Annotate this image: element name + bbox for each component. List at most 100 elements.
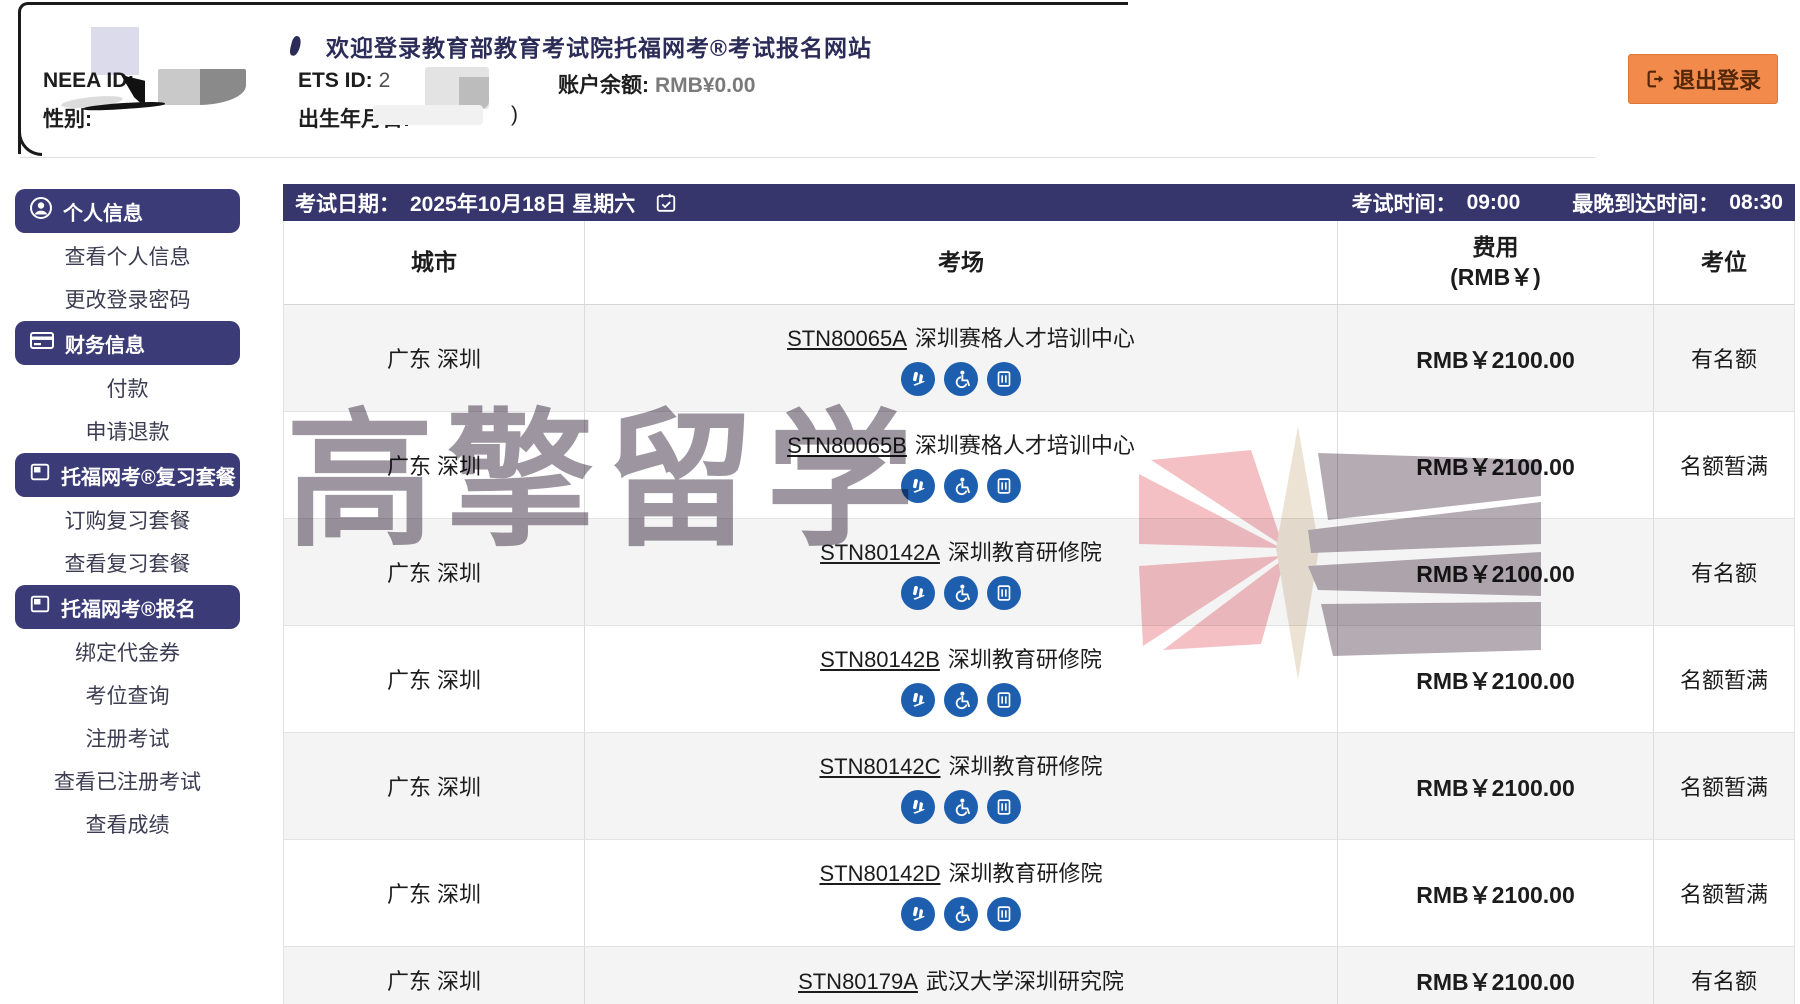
assistive-listening-icon xyxy=(901,468,935,503)
wheelchair-icon xyxy=(944,682,978,717)
redaction-blob xyxy=(373,105,483,125)
sidebar-section-toefl-review-package[interactable]: 托福网考®复习套餐 xyxy=(15,453,240,497)
sidebar: 个人信息 查看个人信息 更改登录密码 财务信息 付款 申请退款 托福网考®复习套… xyxy=(15,188,240,845)
test-center-table: 城市 考场 费用 (RMB￥) 考位 广东 深圳 STN80065A 深圳赛格人才培… xyxy=(283,221,1795,1004)
sidebar-item-bind-voucher[interactable]: 绑定代金券 xyxy=(75,641,180,665)
person-icon xyxy=(29,196,53,226)
fee-cell: RMB￥2100.00 xyxy=(1338,733,1654,839)
package-icon xyxy=(29,593,51,621)
wheelchair-icon xyxy=(944,468,978,503)
test-center-name: 深圳教育研修院 xyxy=(948,753,1103,779)
fee-cell: RMB￥2100.00 xyxy=(1338,305,1654,411)
test-center-name: 深圳教育研修院 xyxy=(947,646,1102,672)
table-header-row: 城市 考场 费用 (RMB￥) 考位 xyxy=(284,221,1794,305)
redaction-blob xyxy=(158,69,246,105)
sidebar-item-view-registered-exams[interactable]: 查看已注册考试 xyxy=(54,770,201,794)
redaction-blob xyxy=(425,67,489,109)
column-header-fee: 费用 (RMB￥) xyxy=(1338,221,1654,304)
sidebar-item-order-review-package[interactable]: 订购复习套餐 xyxy=(64,509,191,533)
logo-fragment xyxy=(288,35,303,57)
test-center-name: 深圳教育研修院 xyxy=(947,539,1102,565)
elevator-icon xyxy=(987,361,1021,396)
logout-label: 退出登录 xyxy=(1672,68,1761,93)
sidebar-section-financial-info[interactable]: 财务信息 xyxy=(15,321,240,365)
credit-card-icon xyxy=(29,328,55,358)
arrival-time-value: 08:30 xyxy=(1729,190,1783,214)
table-row: 广东 深圳 STN80142B 深圳教育研修院 RMB￥2100.00 名额暂满 xyxy=(284,626,1794,733)
city-cell: 广东 深圳 xyxy=(284,519,585,625)
test-center-name: 深圳赛格人才培训中心 xyxy=(914,325,1135,351)
sidebar-item-seat-query[interactable]: 考位查询 xyxy=(85,684,170,708)
elevator-icon xyxy=(987,896,1021,931)
city-cell: 广东 深圳 xyxy=(284,626,585,732)
main-content: 考试日期： 2025年10月18日 星期六 考试时间： 09:00 最晚到达时间… xyxy=(283,184,1795,1004)
sidebar-item-view-scores[interactable]: 查看成绩 xyxy=(85,813,170,837)
wheelchair-icon xyxy=(944,789,978,824)
city-cell: 广东 深圳 xyxy=(284,412,585,518)
calendar-icon[interactable] xyxy=(655,192,677,214)
test-center-cell: STN80142C 深圳教育研修院 xyxy=(585,733,1338,839)
logout-icon xyxy=(1645,68,1667,90)
sidebar-section-toefl-registration[interactable]: 托福网考®报名 xyxy=(15,585,240,629)
test-center-cell: STN80179A 武汉大学深圳研究院 xyxy=(585,947,1338,1004)
column-header-center: 考场 xyxy=(585,221,1338,304)
seat-status-cell: 名额暂满 xyxy=(1679,882,1768,907)
fee-cell: RMB￥2100.00 xyxy=(1338,840,1654,946)
seat-status-cell: 名额暂满 xyxy=(1679,454,1768,479)
test-center-link[interactable]: STN80142C xyxy=(819,753,941,779)
header-card: 欢迎登录教育部教育考试院托福网考®考试报名网站 NEEA ID: ETS ID:… xyxy=(18,2,1128,154)
sidebar-item-register-exam[interactable]: 注册考试 xyxy=(85,727,170,751)
assistive-listening-icon xyxy=(901,361,935,396)
balance-field: 账户余额: RMB¥0.00 xyxy=(558,74,756,97)
exam-time-label: 考试时间： xyxy=(1351,192,1457,216)
test-center-link[interactable]: STN80065A xyxy=(787,325,907,351)
sidebar-item-refund-request[interactable]: 申请退款 xyxy=(85,420,170,444)
test-center-link[interactable]: STN80142A xyxy=(820,539,940,565)
exam-date-value: 2025年10月18日 星期六 xyxy=(410,192,636,216)
header-divider xyxy=(20,157,1595,158)
balance-value: RMB¥0.00 xyxy=(655,74,756,97)
city-cell: 广东 深圳 xyxy=(284,840,585,946)
test-center-name: 深圳赛格人才培训中心 xyxy=(914,432,1135,458)
logout-button[interactable]: 退出登录 xyxy=(1628,54,1778,104)
elevator-icon xyxy=(987,468,1021,503)
assistive-listening-icon xyxy=(901,789,935,824)
table-row: 广东 深圳 STN80142C 深圳教育研修院 RMB￥2100.00 名额暂满 xyxy=(284,733,1794,840)
exam-date-bar: 考试日期： 2025年10月18日 星期六 考试时间： 09:00 最晚到达时间… xyxy=(283,184,1795,221)
column-header-city: 城市 xyxy=(284,221,585,304)
fee-cell: RMB￥2100.00 xyxy=(1338,519,1654,625)
wheelchair-icon xyxy=(944,896,978,931)
gender-label: 性别: xyxy=(43,108,92,131)
seat-status-cell: 有名额 xyxy=(1690,347,1757,372)
birth-date-suffix: ) xyxy=(511,103,518,126)
seat-status-cell: 名额暂满 xyxy=(1679,668,1768,693)
test-center-link[interactable]: STN80065B xyxy=(787,432,907,458)
sidebar-item-view-review-package[interactable]: 查看复习套餐 xyxy=(64,552,191,576)
exam-date-label: 考试日期： xyxy=(295,192,400,216)
wheelchair-icon xyxy=(944,575,978,610)
exam-time-value: 09:00 xyxy=(1466,190,1521,214)
site-logo-placeholder xyxy=(91,27,139,75)
sidebar-item-view-personal-info[interactable]: 查看个人信息 xyxy=(64,245,191,269)
fee-cell: RMB￥2100.00 xyxy=(1338,947,1654,1004)
test-center-cell: STN80065B 深圳赛格人才培训中心 xyxy=(585,412,1338,518)
test-center-link[interactable]: STN80142B xyxy=(820,646,940,672)
arrival-time-label: 最晚到达时间： xyxy=(1572,192,1720,216)
test-center-link[interactable]: STN80179A xyxy=(798,968,918,994)
city-cell: 广东 深圳 xyxy=(284,733,585,839)
test-center-link[interactable]: STN80142D xyxy=(819,860,941,886)
assistive-listening-icon xyxy=(901,682,935,717)
assistive-listening-icon xyxy=(901,575,935,610)
wheelchair-icon xyxy=(944,361,978,396)
fee-cell: RMB￥2100.00 xyxy=(1338,626,1654,732)
sidebar-item-payment[interactable]: 付款 xyxy=(106,377,149,401)
sidebar-section-personal-info[interactable]: 个人信息 xyxy=(15,189,240,233)
test-center-cell: STN80142A 深圳教育研修院 xyxy=(585,519,1338,625)
test-center-name: 武汉大学深圳研究院 xyxy=(925,968,1124,994)
seat-status-cell: 有名额 xyxy=(1690,968,1757,994)
assistive-listening-icon xyxy=(901,896,935,931)
test-center-cell: STN80065A 深圳赛格人才培训中心 xyxy=(585,305,1338,411)
table-row: 广东 深圳 STN80065A 深圳赛格人才培训中心 RMB￥2100.00 有名… xyxy=(284,305,1794,412)
sidebar-item-change-password[interactable]: 更改登录密码 xyxy=(64,288,191,312)
